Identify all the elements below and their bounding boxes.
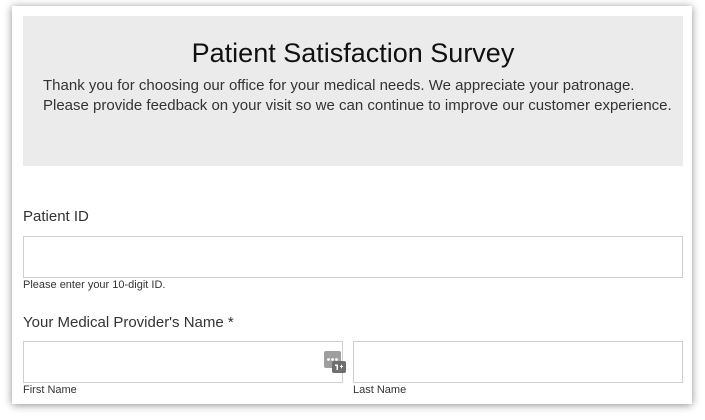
- first-name-input[interactable]: [23, 341, 343, 383]
- patient-id-hint: Please enter your 10-digit ID.: [23, 279, 166, 291]
- survey-form-window: Patient Satisfaction Survey Thank you fo…: [12, 6, 692, 404]
- survey-header: Patient Satisfaction Survey Thank you fo…: [23, 16, 683, 166]
- patient-id-input[interactable]: [23, 236, 683, 278]
- provider-name-label: Your Medical Provider's Name *: [23, 314, 234, 331]
- last-name-input[interactable]: [353, 341, 683, 383]
- survey-intro-text: Thank you for choosing our office for yo…: [43, 77, 672, 114]
- last-name-sublabel: Last Name: [353, 384, 407, 396]
- page-title: Patient Satisfaction Survey: [191, 38, 515, 68]
- first-name-sublabel: First Name: [23, 384, 77, 396]
- patient-id-label: Patient ID: [23, 208, 89, 225]
- autofill-key-icon[interactable]: [324, 351, 346, 373]
